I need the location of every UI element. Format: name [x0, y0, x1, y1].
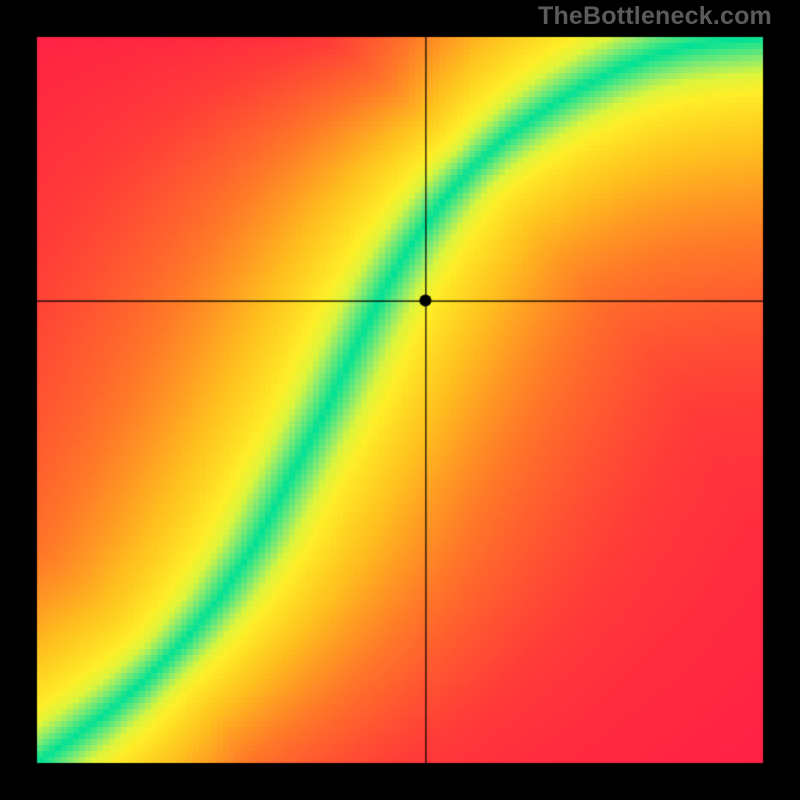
watermark-text: TheBottleneck.com — [538, 2, 772, 31]
bottleneck-heatmap — [0, 0, 800, 800]
